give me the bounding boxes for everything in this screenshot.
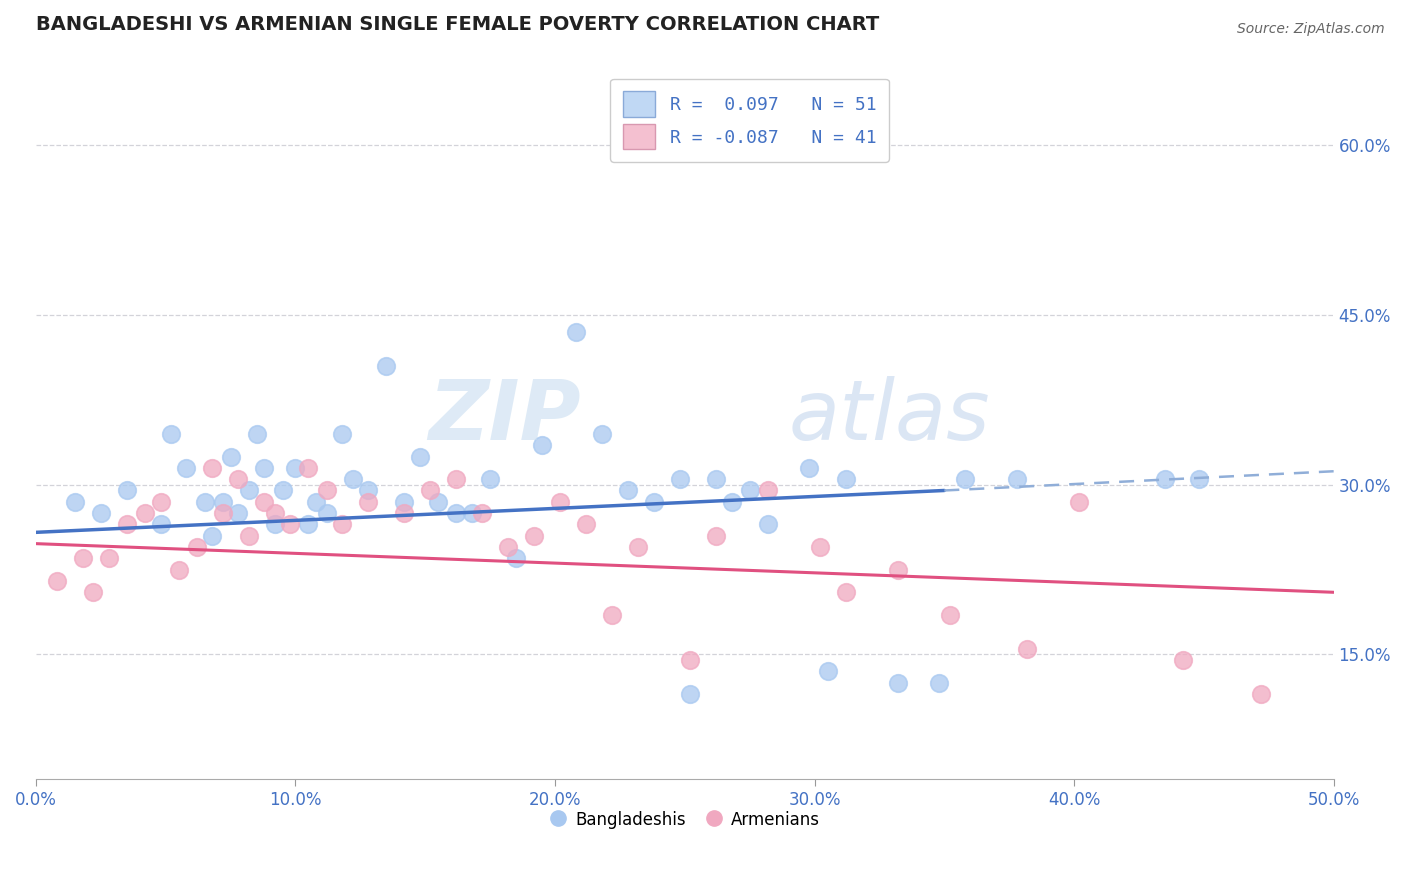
Point [228,472,250,486]
Point [278,517,301,532]
Point [756,517,779,532]
Point [446,472,468,486]
Point [72,551,94,566]
Point [938,607,960,622]
Point [704,472,727,486]
Point [1154,472,1177,486]
Point [97,551,120,566]
Point [1250,687,1272,701]
Point [115,517,138,532]
Point [1188,472,1211,486]
Point [409,450,432,464]
Point [886,563,908,577]
Point [808,540,831,554]
Point [315,483,337,498]
Point [679,653,702,667]
Point [357,495,380,509]
Point [446,506,468,520]
Point [201,529,224,543]
Point [160,426,183,441]
Point [427,495,450,509]
Point [394,495,416,509]
Point [799,461,821,475]
Point [461,506,484,520]
Point [523,529,546,543]
Point [330,517,353,532]
Point [565,325,588,339]
Point [219,450,242,464]
Point [756,483,779,498]
Point [531,438,554,452]
Point [263,517,285,532]
Point [342,472,364,486]
Point [479,472,502,486]
Point [297,517,319,532]
Point [953,472,976,486]
Point [330,426,353,441]
Point [357,483,380,498]
Point [505,551,527,566]
Point [704,529,727,543]
Point [886,675,908,690]
Legend: Bangladeshis, Armenians: Bangladeshis, Armenians [543,805,827,836]
Point [375,359,398,373]
Point [211,506,233,520]
Point [817,665,839,679]
Point [471,506,494,520]
Text: ZIP: ZIP [429,376,581,458]
Point [1005,472,1028,486]
Point [253,495,276,509]
Point [82,585,104,599]
Point [928,675,950,690]
Point [149,517,172,532]
Point [115,483,138,498]
Point [149,495,172,509]
Point [643,495,665,509]
Point [1017,641,1039,656]
Point [1069,495,1091,509]
Point [575,517,598,532]
Point [134,506,156,520]
Text: Source: ZipAtlas.com: Source: ZipAtlas.com [1237,22,1385,37]
Point [245,426,267,441]
Point [238,529,260,543]
Point [600,607,623,622]
Point [720,495,742,509]
Point [548,495,571,509]
Point [305,495,328,509]
Point [738,483,761,498]
Point [238,483,260,498]
Point [284,461,307,475]
Point [63,495,86,509]
Point [45,574,67,588]
Point [498,540,520,554]
Point [194,495,217,509]
Point [627,540,650,554]
Text: atlas: atlas [789,376,990,458]
Point [201,461,224,475]
Point [228,506,250,520]
Point [834,472,856,486]
Point [186,540,208,554]
Point [668,472,690,486]
Text: BANGLADESHI VS ARMENIAN SINGLE FEMALE POVERTY CORRELATION CHART: BANGLADESHI VS ARMENIAN SINGLE FEMALE PO… [37,15,879,34]
Point [263,506,285,520]
Point [834,585,856,599]
Point [419,483,441,498]
Point [591,426,613,441]
Point [679,687,702,701]
Point [1171,653,1194,667]
Point [616,483,638,498]
Point [90,506,112,520]
Point [167,563,190,577]
Point [211,495,233,509]
Point [297,461,319,475]
Point [315,506,337,520]
Point [394,506,416,520]
Point [271,483,294,498]
Point [176,461,198,475]
Point [253,461,276,475]
